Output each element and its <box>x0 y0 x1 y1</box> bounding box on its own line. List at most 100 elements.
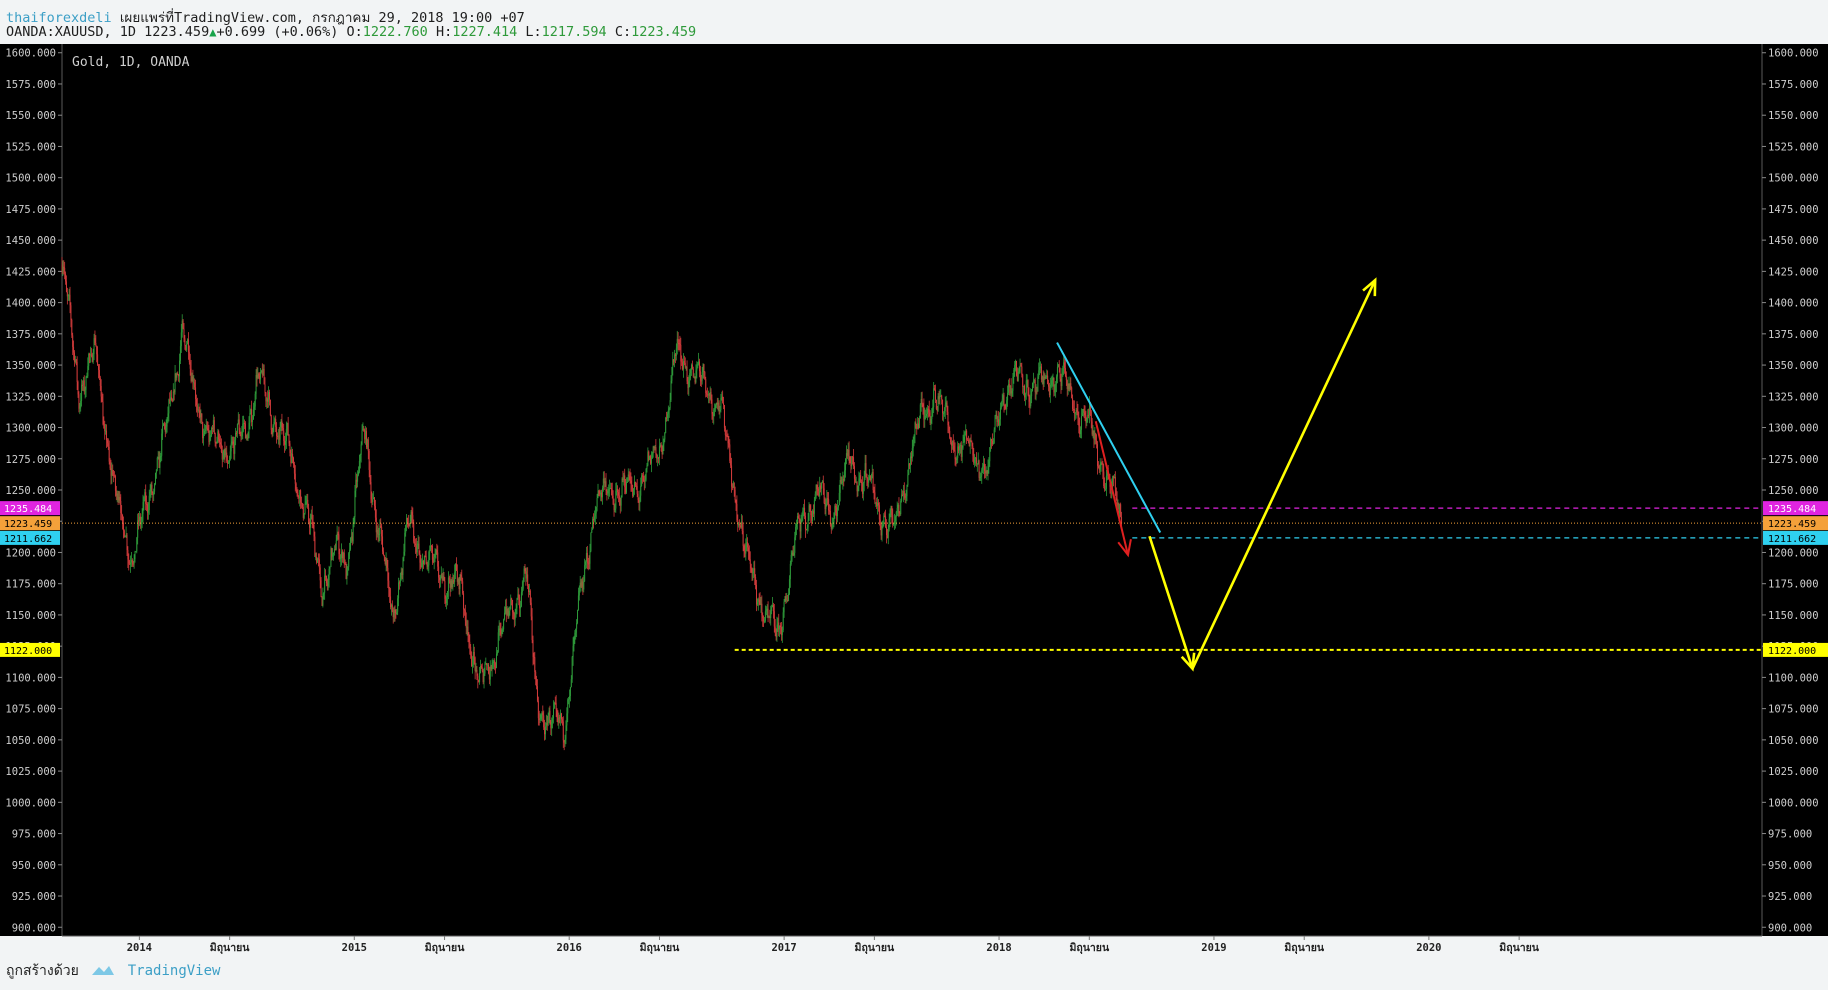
tradingview-link[interactable]: TradingView <box>127 963 221 979</box>
drawings[interactable] <box>62 277 1762 672</box>
candle-body <box>107 443 109 447</box>
candle-body <box>381 527 383 537</box>
candle-body <box>850 463 852 467</box>
candle-body <box>460 574 462 577</box>
cyan-trendline[interactable] <box>1056 342 1162 533</box>
candle-body <box>603 478 605 484</box>
candle-body <box>463 609 465 611</box>
candle-body <box>229 451 231 461</box>
left-price-axis[interactable]: 900.000 925.000 950.000 975.000 1000.000 1025… <box>5 48 62 935</box>
candle-body <box>958 446 960 451</box>
candle-body <box>428 552 430 566</box>
candle-body <box>159 456 161 468</box>
y-tick-label: 1200.000 <box>1768 547 1819 559</box>
candle-body <box>530 602 532 617</box>
forecast-up-line[interactable] <box>1191 279 1377 670</box>
candle-body <box>366 431 368 448</box>
y-tick-label: 1550.000 <box>5 110 56 122</box>
candle-body <box>650 456 652 464</box>
published-info: เผยแพร่ที่TradingView.com, กรกฎาคม 29, 2… <box>119 10 525 26</box>
candle-body <box>964 434 966 437</box>
candle-body <box>358 461 360 472</box>
candle-body <box>763 618 765 622</box>
x-tick-label: มิถุนายน <box>425 942 466 955</box>
candle-body <box>1096 440 1098 445</box>
candle-body <box>356 479 358 482</box>
candle-body <box>577 595 579 611</box>
candle-body <box>183 328 185 339</box>
candle-body <box>563 740 565 743</box>
candle-body <box>548 710 550 716</box>
candle-body <box>130 562 132 565</box>
candle-body <box>656 454 658 459</box>
x-tick-label: 2020 <box>1416 942 1441 954</box>
candle-body <box>123 530 125 537</box>
candle-body <box>353 516 355 524</box>
candle-body <box>214 432 216 443</box>
candle-body <box>106 430 108 441</box>
candle-body <box>918 418 920 428</box>
candle-body <box>161 433 163 456</box>
candle-body <box>136 537 138 552</box>
red-arrow-line[interactable] <box>1094 421 1129 556</box>
forecast-down-arrow-head[interactable] <box>1180 652 1196 672</box>
y-tick-label: 1275.000 <box>5 454 56 466</box>
y-tick-label: 1475.000 <box>1768 204 1819 216</box>
y-tick-label: 1450.000 <box>1768 235 1819 247</box>
right-price-axis[interactable]: 900.000 925.000 950.000 975.000 1000.000 1025… <box>1762 48 1819 935</box>
candle-body <box>252 409 254 420</box>
candle-body <box>200 413 202 418</box>
candle-body <box>66 291 68 297</box>
candle-body <box>194 382 196 388</box>
candle-body <box>953 445 955 451</box>
candle-body <box>804 515 806 530</box>
candle-body <box>81 384 83 401</box>
candle-body <box>1025 380 1027 394</box>
forecast-down-line[interactable] <box>1148 535 1194 670</box>
forecast-up-arrow-head[interactable] <box>1362 277 1377 297</box>
candle-body <box>472 651 474 665</box>
red-arrow-head[interactable] <box>1117 539 1132 558</box>
candle-body <box>364 430 366 440</box>
candle-body <box>1036 391 1038 393</box>
candle-body <box>467 626 469 635</box>
candle-body <box>233 444 235 454</box>
candle-body <box>710 391 712 400</box>
author-link[interactable]: thaiforexdeli <box>6 10 112 26</box>
candle-body <box>354 490 356 517</box>
candle-body <box>822 481 824 489</box>
time-axis[interactable]: 2014 มิถุนายน 2015 มิถุนายน 2016 มิถุนายน 2017… <box>127 936 1540 955</box>
candle-body <box>657 457 659 459</box>
y-tick-label: 1175.000 <box>1768 579 1819 591</box>
candle-body <box>685 366 687 368</box>
price-chart[interactable]: Gold, 1D, OANDA 900.000 925.000 950.000 975… <box>0 44 1828 956</box>
candle-body <box>594 513 596 517</box>
candle-body <box>92 354 94 362</box>
candle-body <box>815 484 817 494</box>
y-tick-label: 1075.000 <box>5 704 56 716</box>
candle-body <box>218 431 220 439</box>
candle-body <box>744 550 746 554</box>
candle-body <box>376 529 378 533</box>
candle-body <box>432 559 434 563</box>
candle-body <box>1095 433 1097 441</box>
candle-body <box>674 354 676 356</box>
candle-body <box>741 521 743 532</box>
candle-body <box>877 502 879 506</box>
candle-body <box>1039 367 1041 371</box>
low-label: L: <box>525 24 542 40</box>
candle-body <box>144 492 146 501</box>
candle-body <box>893 521 895 524</box>
candle-body <box>840 479 842 483</box>
candle-body <box>755 576 757 586</box>
candle-body <box>978 460 980 478</box>
candle-body <box>902 490 904 496</box>
candle-body <box>457 578 459 582</box>
candle-body <box>609 488 611 490</box>
candle-body <box>788 593 790 602</box>
candle-body <box>693 376 695 378</box>
candle-body <box>259 375 261 380</box>
candle-body <box>941 395 943 400</box>
candle-body <box>170 397 172 401</box>
candle-body <box>619 499 621 506</box>
